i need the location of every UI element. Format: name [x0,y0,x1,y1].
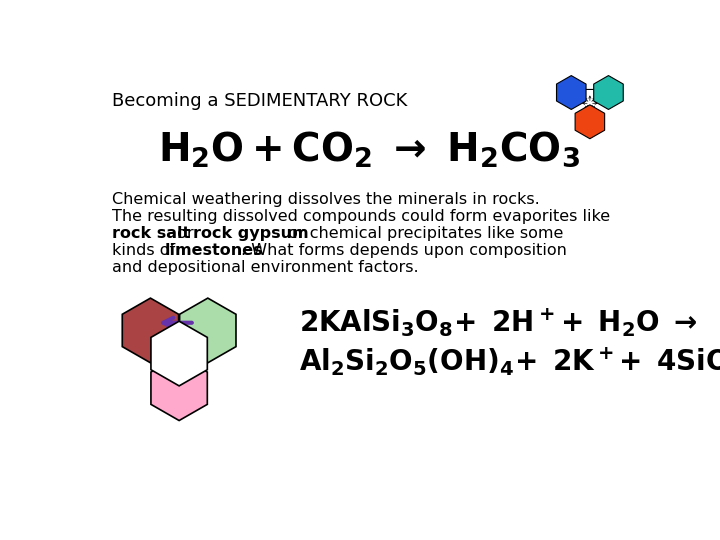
Text: $\mathbf{Al_2Si_2O_5(OH)_4\!+\ 2K^+\!+\ 4SiO_2}$: $\mathbf{Al_2Si_2O_5(OH)_4\!+\ 2K^+\!+\ … [300,345,720,377]
Text: rock gypsum: rock gypsum [193,226,309,241]
Text: $\mathbf{H_2O + CO_2\ \rightarrow\ H_2CO_3}$: $\mathbf{H_2O + CO_2\ \rightarrow\ H_2CO… [158,130,580,170]
Text: Becoming a SEDIMENTARY ROCK: Becoming a SEDIMENTARY ROCK [112,92,407,110]
Text: $\mathbf{2KAlSi_3O_8\!+\ 2H^+\!+\ H_2O\ \rightarrow}$: $\mathbf{2KAlSi_3O_8\!+\ 2H^+\!+\ H_2O\ … [300,306,698,339]
Polygon shape [557,76,586,110]
Text: and depositional environment factors.: and depositional environment factors. [112,260,418,275]
Text: or: or [172,226,199,241]
Polygon shape [575,105,605,139]
Text: Chemical weathering dissolves the minerals in rocks.: Chemical weathering dissolves the minera… [112,192,539,207]
Polygon shape [122,298,179,363]
Text: . What forms depends upon composition: . What forms depends upon composition [241,242,567,258]
Text: rock salt: rock salt [112,226,190,241]
Polygon shape [151,321,207,386]
Polygon shape [594,76,624,110]
Text: or chemical precipitates like some: or chemical precipitates like some [283,226,563,241]
Text: limestones: limestones [165,242,264,258]
Polygon shape [151,356,207,421]
Text: The resulting dissolved compounds could form evaporites like: The resulting dissolved compounds could … [112,209,610,224]
Text: kinds of: kinds of [112,242,180,258]
Polygon shape [179,298,236,363]
